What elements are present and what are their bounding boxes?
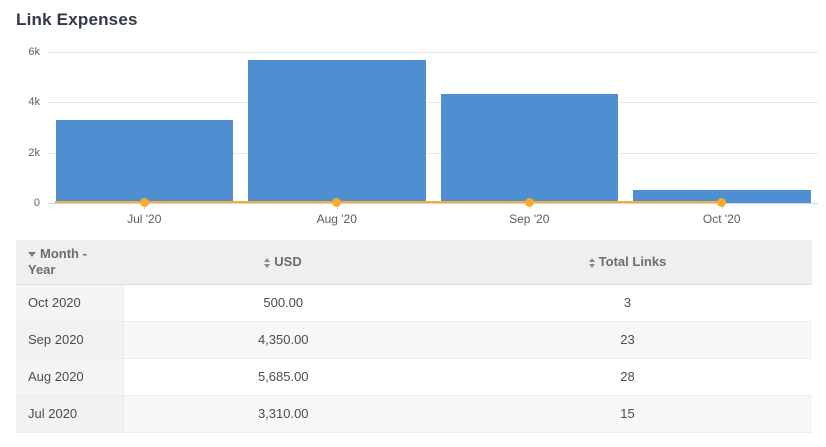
total-links-point-aug-20[interactable] — [332, 198, 342, 207]
x-axis-label: Sep '20 — [509, 212, 550, 226]
total-links-line — [55, 201, 722, 203]
cell-usd: 4,350.00 — [123, 321, 443, 359]
x-axis-label: Oct '20 — [702, 212, 741, 226]
sort-both-icon — [264, 257, 271, 268]
col-header-total-links-label: Total Links — [598, 254, 667, 269]
x-axis-label: Aug '20 — [316, 212, 357, 226]
total-links-point-jul-20[interactable] — [139, 198, 149, 207]
cell-total-links: 15 — [443, 395, 812, 433]
sort-both-icon — [588, 257, 595, 268]
bar-sep-20[interactable] — [440, 93, 618, 203]
col-header-usd-label: USD — [274, 254, 302, 269]
table-header-row: Month - Year USD Total Links — [16, 240, 812, 285]
col-header-month-year[interactable]: Month - Year — [16, 240, 123, 285]
bar-aug-20[interactable] — [248, 59, 426, 203]
cell-usd: 500.00 — [123, 284, 443, 322]
gridline — [48, 102, 818, 104]
gridline — [48, 52, 818, 53]
sort-desc-icon — [28, 252, 36, 258]
table-row: Jul 2020 3,310.00 15 — [16, 395, 812, 433]
x-axis-label: Jul '20 — [127, 212, 162, 226]
total-links-point-sep-20[interactable] — [524, 198, 534, 207]
bar-jul-20[interactable] — [55, 119, 233, 203]
y-axis-tick-label: 6k — [28, 46, 40, 58]
col-header-month-year-label: Month - Year — [28, 246, 87, 277]
cell-total-links: 23 — [443, 321, 812, 359]
gridline — [48, 152, 818, 154]
page-title: Link Expenses — [16, 10, 138, 29]
expenses-table: Month - Year USD Total Links Oct 2020 500… — [16, 240, 812, 433]
total-links-point-oct-20[interactable] — [717, 198, 727, 207]
cell-month-year: Sep 2020 — [16, 321, 124, 359]
col-header-usd[interactable]: USD — [123, 240, 443, 285]
cell-month-year: Jul 2020 — [16, 395, 124, 433]
cell-usd: 3,310.00 — [123, 395, 443, 433]
y-axis-tick-label: 0 — [33, 197, 40, 209]
cell-usd: 5,685.00 — [123, 358, 443, 396]
table-body: Oct 2020 500.00 3 Sep 2020 4,350.00 23 Aug 202… — [16, 284, 812, 433]
table-header: Month - Year USD Total Links — [16, 240, 812, 285]
y-axis-tick-label: 2k — [28, 146, 40, 159]
bar-oct-20[interactable] — [633, 190, 811, 203]
expenses-table-wrap: Month - Year USD Total Links Oct 2020 500… — [16, 240, 812, 433]
expenses-chart: 0 2k 4k 6k Jul '20 Aug '20 Sep '20 Oct '20 — [0, 42, 826, 238]
cell-month-year: Oct 2020 — [16, 284, 124, 322]
cell-month-year: Aug 2020 — [16, 358, 124, 396]
x-axis-line — [48, 203, 818, 204]
col-header-total-links[interactable]: Total Links — [443, 240, 812, 285]
table-row: Sep 2020 4,350.00 23 — [16, 321, 812, 359]
table-row: Aug 2020 5,685.00 28 — [16, 358, 812, 396]
cell-total-links: 28 — [443, 358, 812, 396]
cell-total-links: 3 — [443, 284, 812, 322]
y-axis-tick-label: 4k — [28, 96, 40, 109]
table-row: Oct 2020 500.00 3 — [16, 284, 812, 322]
